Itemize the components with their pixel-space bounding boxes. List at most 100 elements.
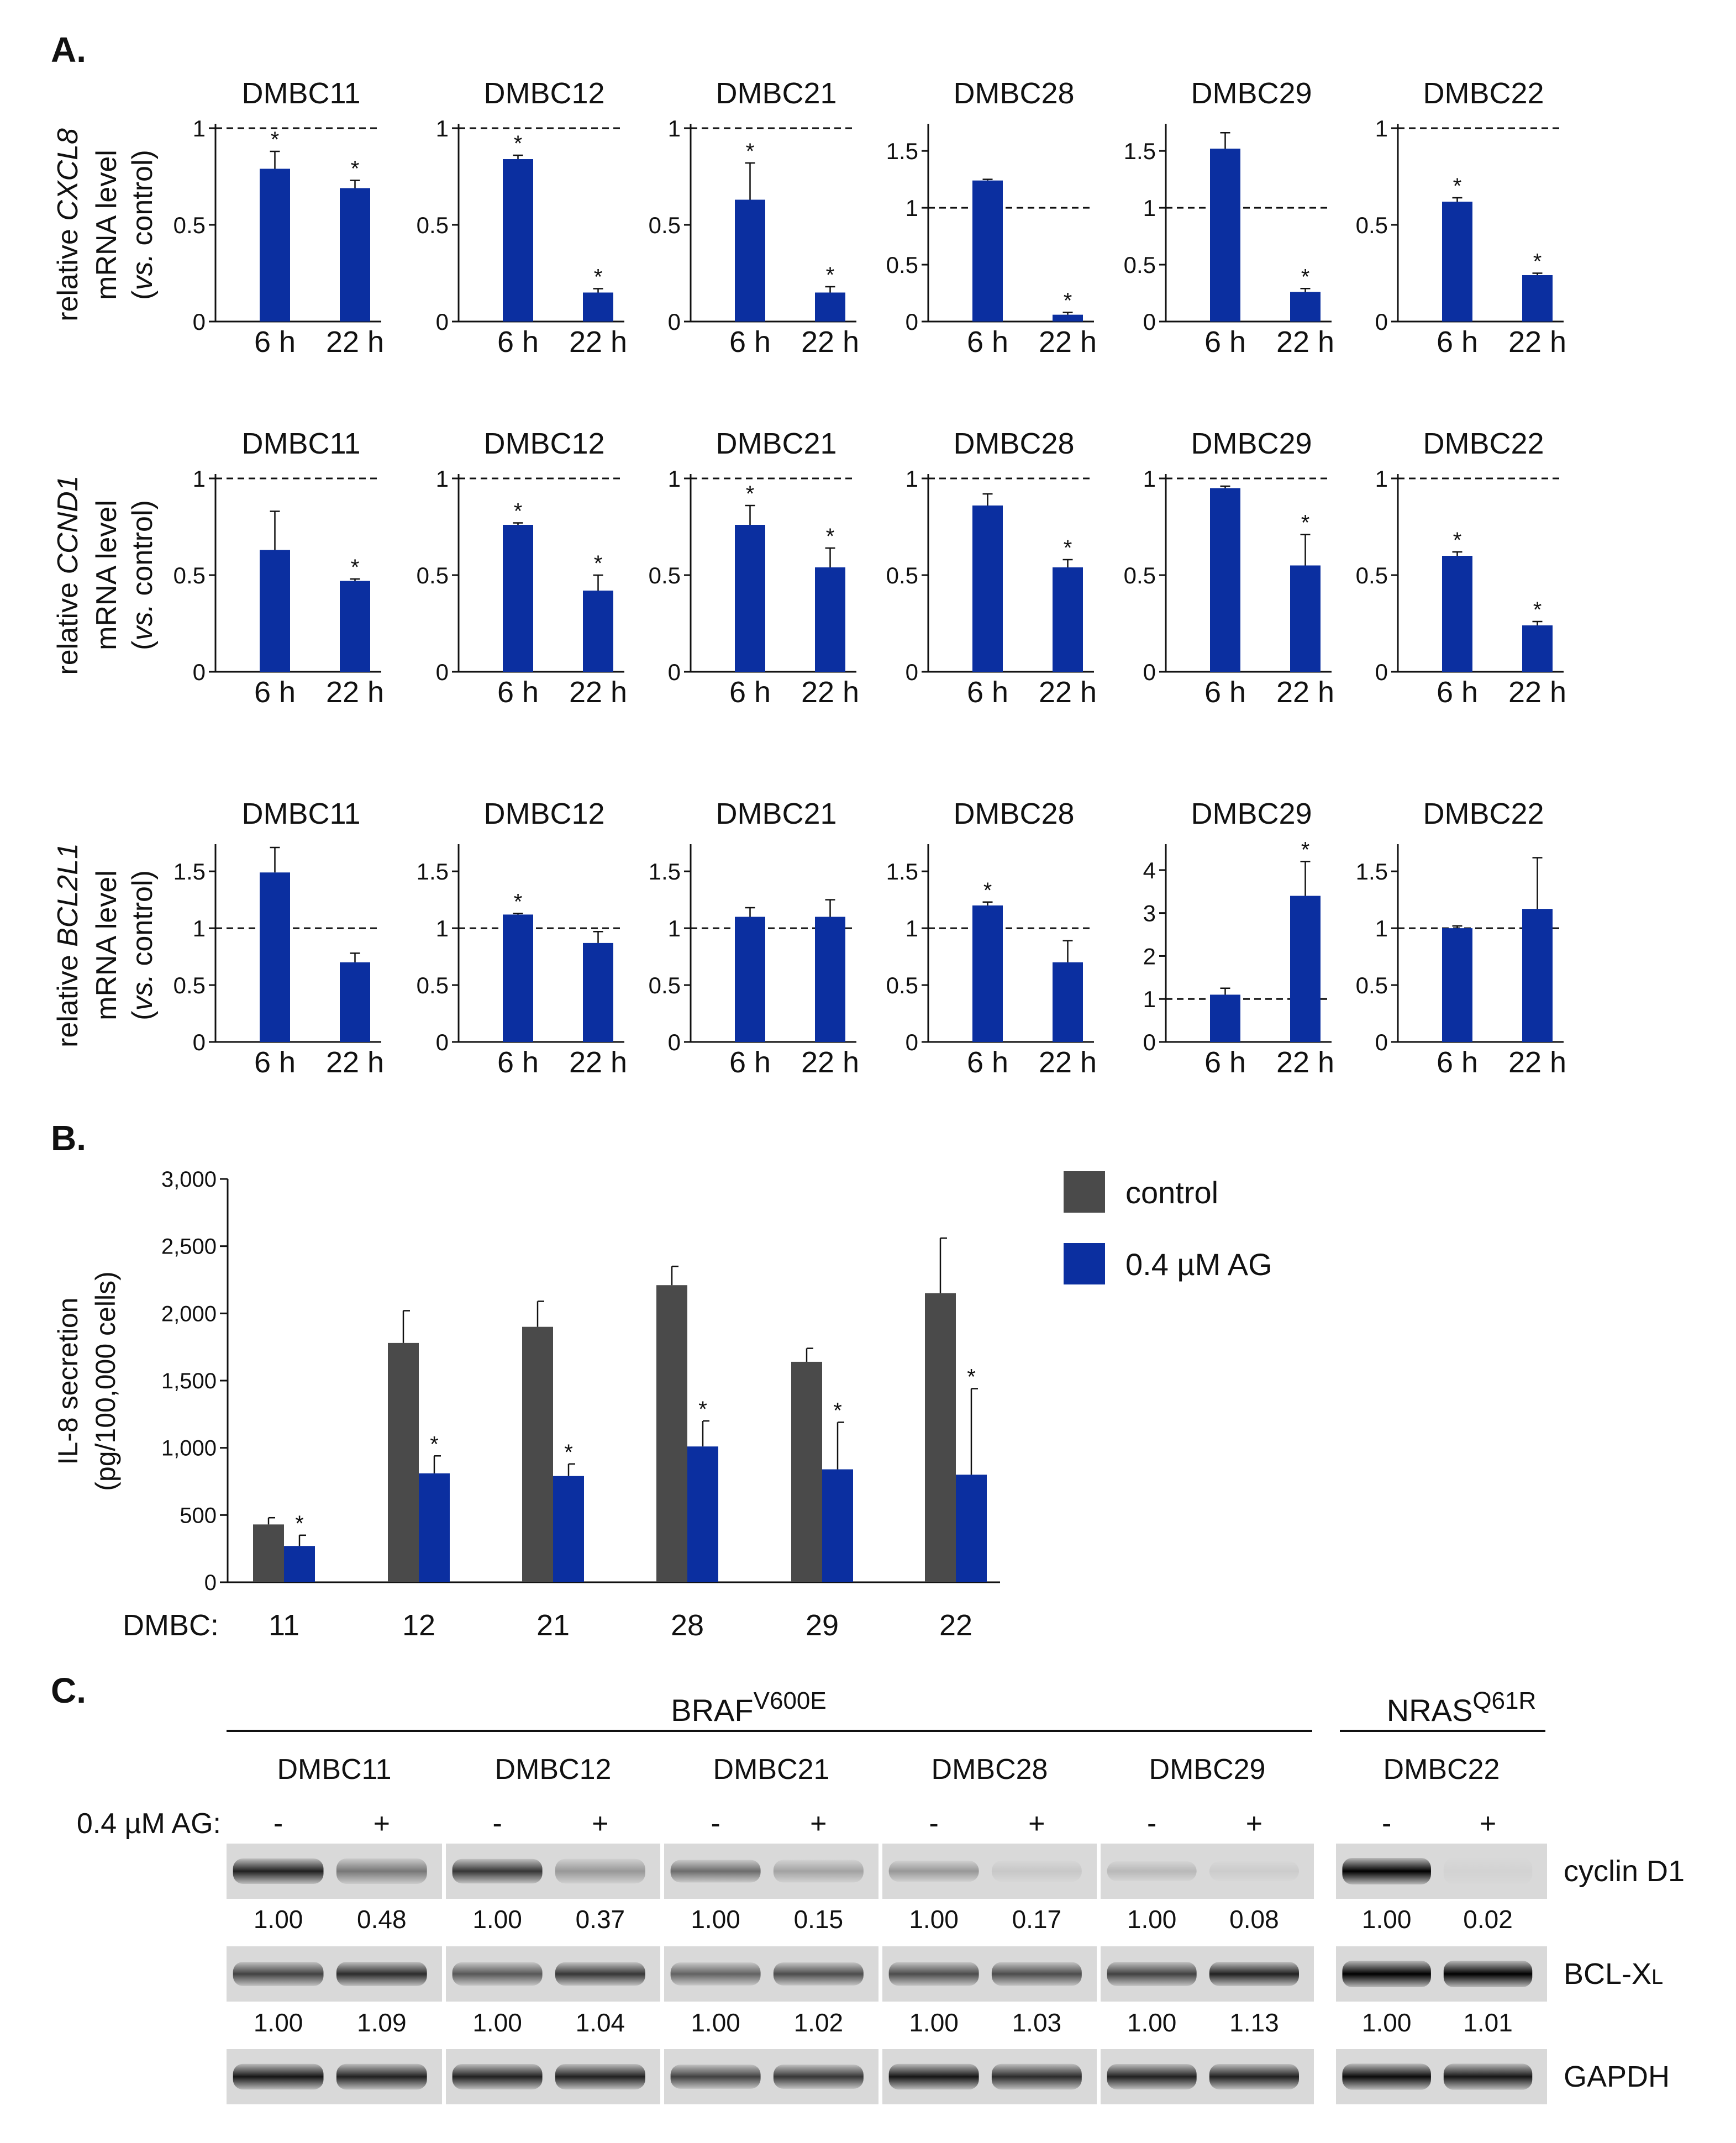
bar — [284, 1546, 315, 1582]
y-tick-label: 0.5 — [649, 212, 681, 238]
ylabel-vs: vs. — [127, 604, 159, 640]
y-tick-label: 0.5 — [1356, 212, 1388, 238]
panel-a-ylabel-line3: (vs. control) — [127, 150, 159, 300]
significance-star: * — [514, 889, 523, 914]
x-tick-label: 6 h — [967, 676, 1008, 709]
blot-band — [1443, 2063, 1533, 2090]
y-tick-label: 1 — [1375, 915, 1388, 941]
x-tick-label: 22 h — [1276, 676, 1334, 709]
bar — [340, 581, 370, 672]
blot-band — [1342, 1961, 1431, 1987]
panel-a-ylabel-line2: mRNA level — [91, 870, 123, 1020]
braf-label: BRAF — [671, 1693, 753, 1728]
y-tick-label: 1 — [436, 915, 449, 941]
quant-value: 1.00 — [472, 1905, 522, 1934]
y-tick-label: 0 — [1375, 659, 1388, 685]
blot-band — [336, 2063, 427, 2090]
x-category-label: 12 — [402, 1609, 435, 1642]
cell-line-label: DMBC12 — [495, 1754, 612, 1786]
blot-label-subscript: L — [1651, 1966, 1663, 1989]
bar — [583, 292, 613, 322]
y-tick-label: 0 — [436, 659, 449, 685]
x-tick-label: 6 h — [497, 325, 539, 359]
blot-band — [233, 1858, 324, 1884]
bar — [972, 180, 1003, 322]
blot-band — [773, 1962, 864, 1986]
y-tick-label: 1 — [193, 915, 206, 941]
y-tick-label: 1 — [1143, 986, 1156, 1012]
significance-star: * — [594, 265, 603, 289]
quant-value: 1.00 — [254, 1905, 303, 1934]
panel-a-ylabel-line2: mRNA level — [91, 500, 123, 650]
cell-line-label: DMBC21 — [713, 1754, 830, 1786]
bar — [253, 1524, 284, 1582]
bar — [388, 1342, 419, 1582]
blot-band — [991, 2063, 1082, 2090]
bar — [791, 1361, 822, 1582]
significance-star: * — [1301, 838, 1310, 862]
mini-chart: DMBC28 0 0.5 1 1.5 * 6 h 22 h — [886, 797, 1097, 1079]
significance-star: * — [698, 1397, 707, 1421]
y-tick-label: 1 — [668, 115, 681, 141]
y-tick-label: 0 — [1375, 1029, 1388, 1055]
il8-ylabel-line1: IL-8 secretion — [52, 1298, 83, 1465]
nras-superscript: Q61R — [1472, 1687, 1536, 1714]
x-tick-label: 22 h — [801, 325, 859, 359]
y-tick-label: 0 — [193, 1029, 206, 1055]
chart-title: DMBC28 — [953, 797, 1074, 830]
quant-value: 0.37 — [576, 1905, 625, 1934]
x-tick-label: 6 h — [967, 325, 1008, 359]
chart-title: DMBC28 — [953, 77, 1074, 110]
significance-star: * — [967, 1365, 976, 1389]
significance-star: * — [1533, 250, 1542, 274]
y-tick-label: 1,000 — [161, 1436, 217, 1461]
chart-title: DMBC22 — [1423, 427, 1544, 460]
y-tick-label: 1 — [1143, 195, 1156, 221]
ylabel-control: control) — [127, 870, 159, 974]
blot-band — [452, 2064, 543, 2089]
blot-band — [452, 1962, 543, 1986]
blot-band — [1209, 1962, 1299, 1986]
chart-title: DMBC12 — [483, 797, 604, 830]
x-tick-label: 6 h — [1437, 676, 1478, 709]
y-tick-label: 1 — [193, 466, 206, 492]
treatment-minus: - — [1382, 1808, 1391, 1840]
quant-value: 1.02 — [794, 2008, 844, 2037]
bar — [815, 917, 845, 1042]
bar — [1442, 202, 1472, 322]
bar — [260, 550, 290, 672]
blot-label-text: GAPDH — [1564, 2060, 1670, 2093]
bar — [1053, 314, 1083, 322]
treatment-minus: - — [1147, 1808, 1156, 1840]
bar — [956, 1475, 987, 1582]
cell-line-label: DMBC28 — [932, 1754, 1048, 1786]
significance-star: * — [514, 131, 523, 156]
significance-star: * — [1453, 174, 1462, 198]
treatment-minus: - — [711, 1808, 720, 1840]
y-tick-label: 2,000 — [161, 1302, 217, 1326]
blot-band — [336, 1858, 427, 1884]
chart-title: DMBC12 — [483, 427, 604, 460]
bar — [340, 188, 370, 322]
bar — [687, 1446, 718, 1582]
quant-value: 1.03 — [1012, 2008, 1062, 2037]
panel-b-label: B. — [51, 1118, 86, 1158]
bar — [260, 169, 290, 322]
y-tick-label: 1 — [906, 195, 918, 221]
chart-title: DMBC22 — [1423, 77, 1544, 110]
quant-value: 0.17 — [1012, 1905, 1062, 1934]
y-tick-label: 3,000 — [161, 1167, 217, 1192]
x-category-label: 11 — [269, 1609, 299, 1642]
bar — [260, 872, 290, 1042]
bar — [735, 199, 765, 322]
y-tick-label: 1.5 — [886, 138, 918, 164]
significance-star: * — [746, 482, 755, 506]
x-category-label: 29 — [806, 1609, 839, 1642]
panel-a-ylabel-line3: (vs. control) — [127, 500, 159, 650]
bar — [1290, 292, 1321, 322]
significance-star: * — [1453, 528, 1462, 552]
x-category-label: 28 — [671, 1609, 704, 1642]
ylabel-prefix: relative — [52, 221, 84, 322]
bar — [503, 525, 533, 672]
